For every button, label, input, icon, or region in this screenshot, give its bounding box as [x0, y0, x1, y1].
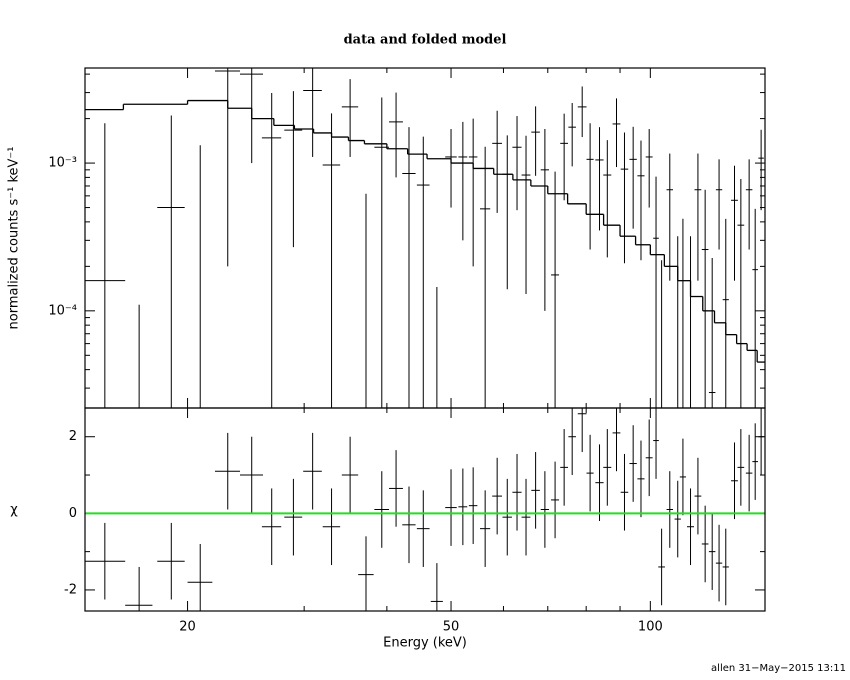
- plot-frame: [84, 407, 766, 612]
- chart-title: data and folded model: [344, 33, 507, 48]
- plot-frame: [84, 67, 766, 409]
- y-axis-label: χ: [10, 503, 18, 518]
- y-tick-label: -2: [64, 582, 77, 597]
- plot-area: [85, 68, 765, 408]
- y-axis-label: normalized counts s⁻¹ keV⁻¹: [7, 147, 22, 330]
- x-axis-label: Energy (keV): [383, 636, 467, 651]
- plot-area: [85, 408, 764, 611]
- y-tick-label: 10⁻⁴: [48, 303, 77, 318]
- y-tick-label: 10⁻³: [48, 156, 77, 171]
- x-tick-label: 100: [638, 620, 663, 635]
- footer: allen 31−May−2015 13:11: [711, 663, 846, 674]
- x-tick-label: 50: [443, 620, 460, 635]
- y-tick-label: 0: [69, 506, 77, 521]
- x-tick-label: 20: [179, 620, 196, 635]
- y-tick-label: 2: [69, 429, 77, 444]
